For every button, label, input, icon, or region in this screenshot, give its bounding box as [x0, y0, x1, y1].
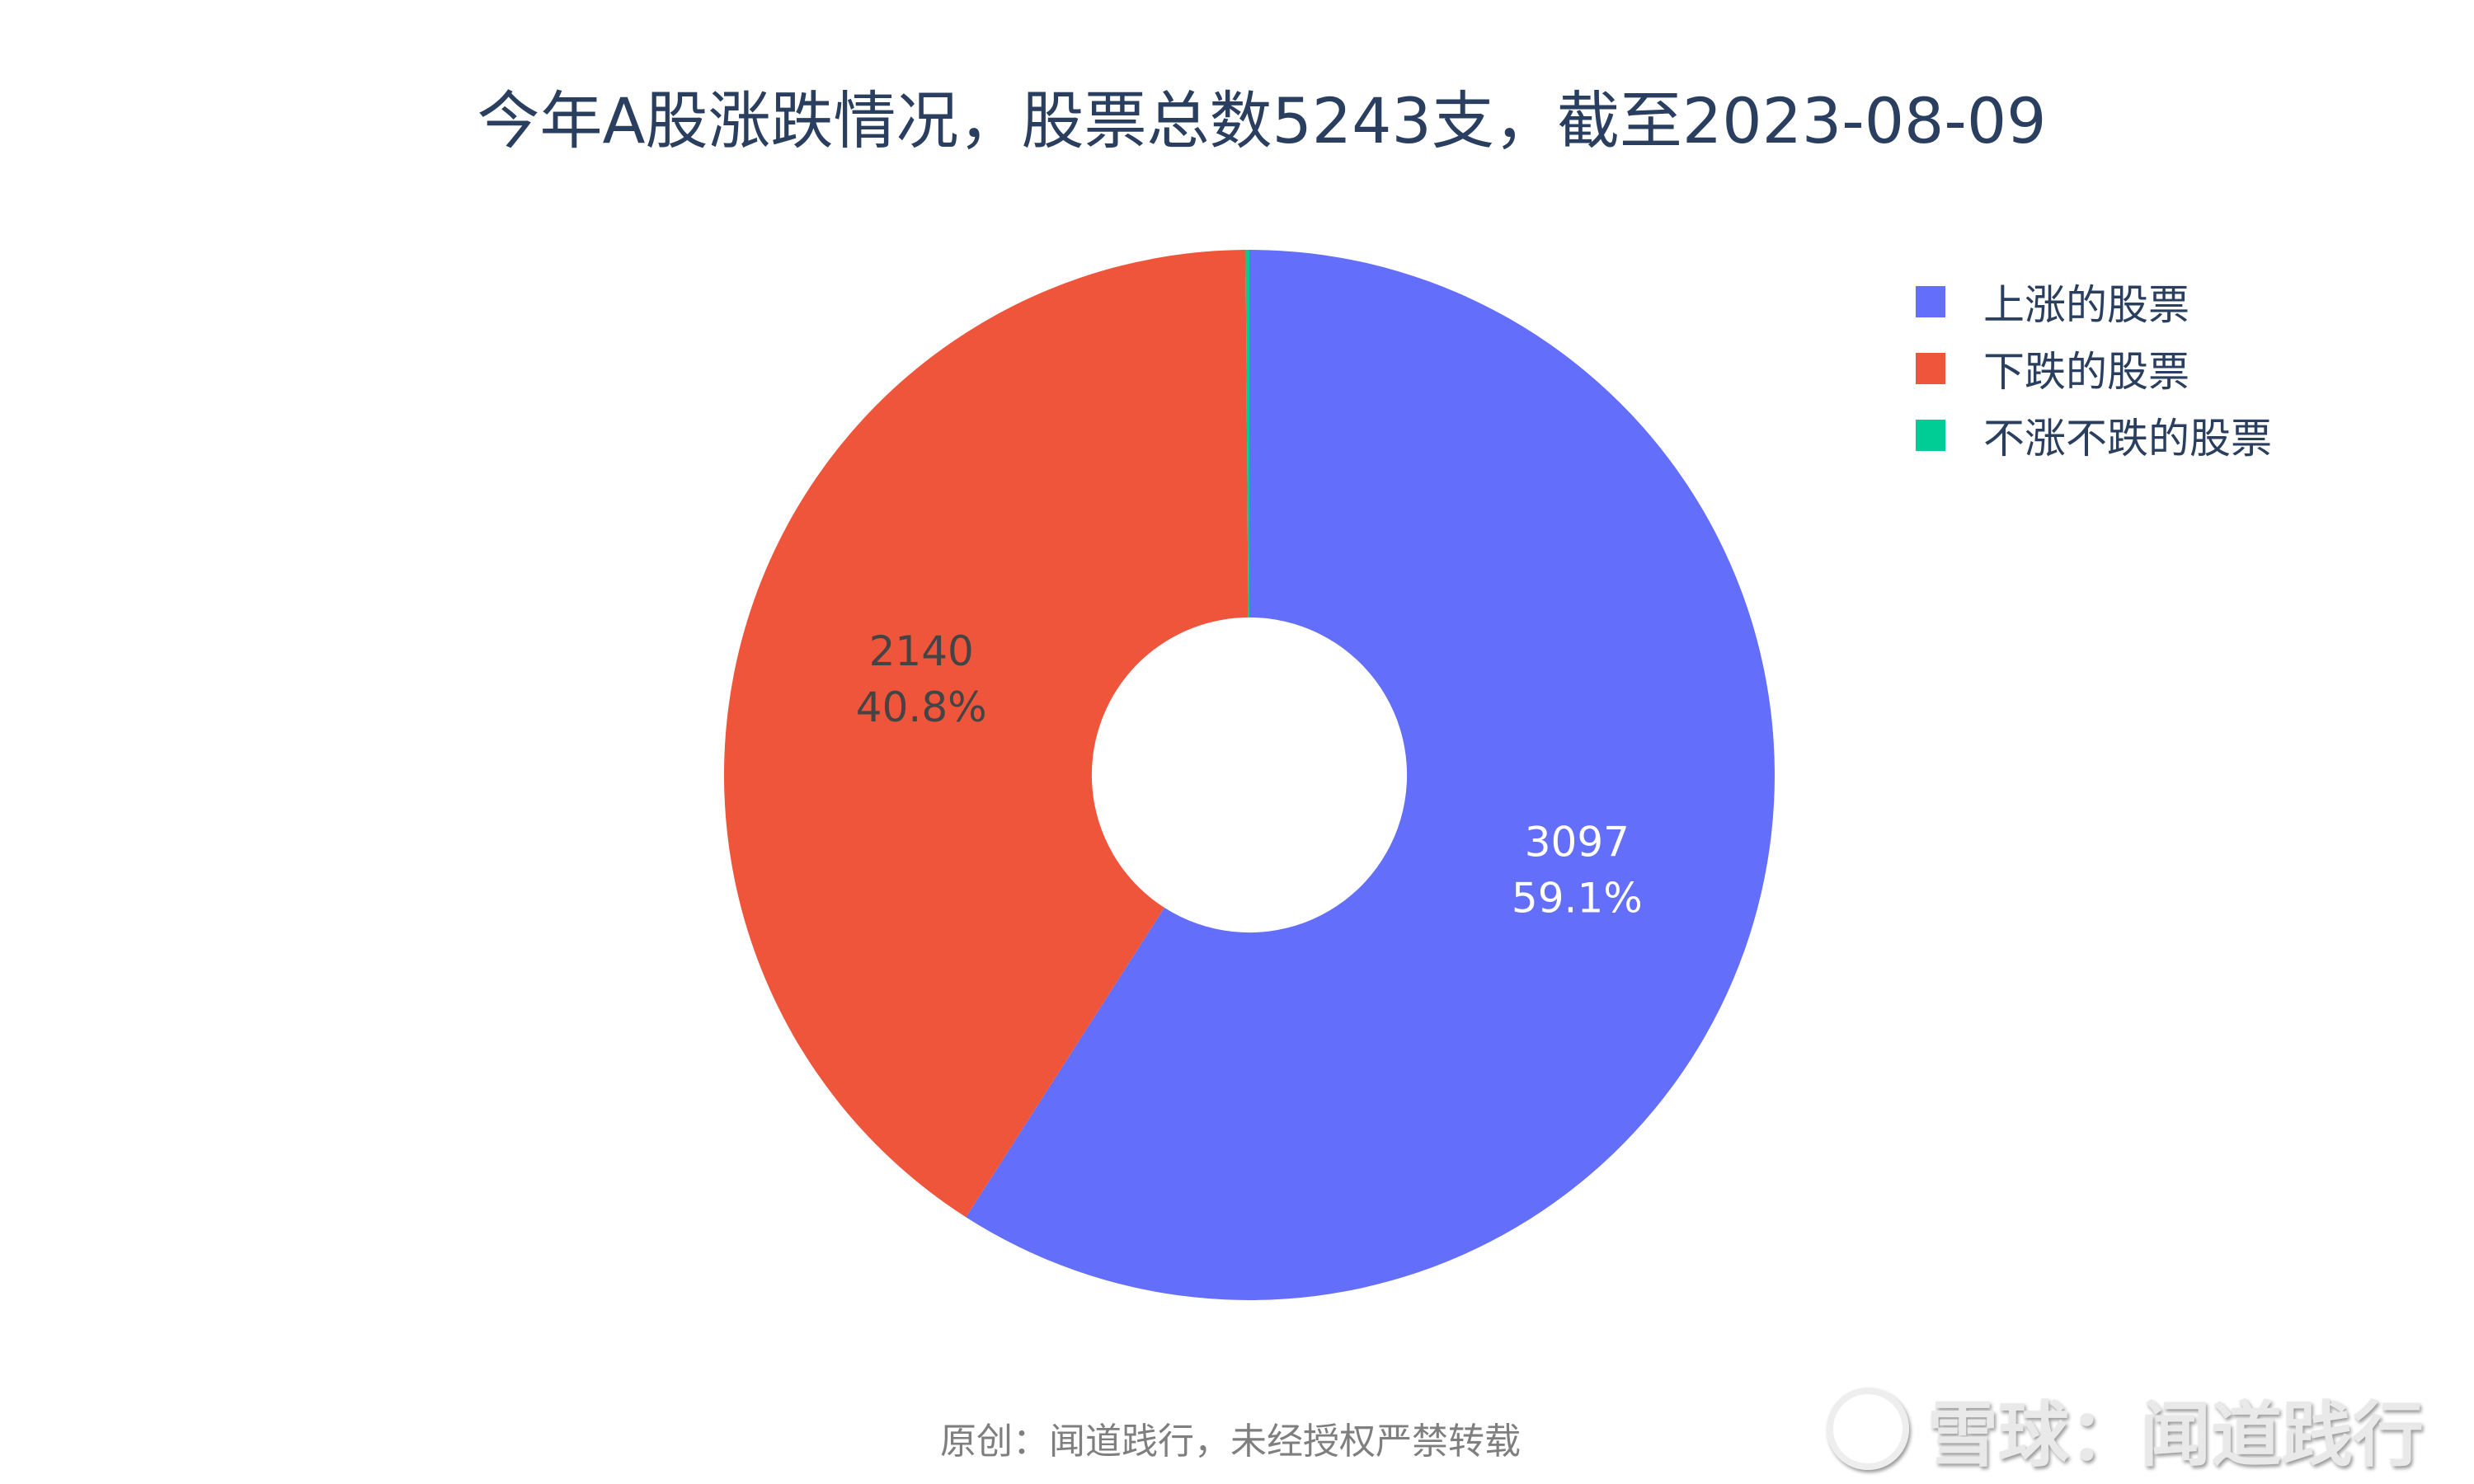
- slice-percent-label: 40.8%: [856, 683, 987, 731]
- slice-percent-label: 59.1%: [1512, 874, 1643, 922]
- legend-item-up[interactable]: 上涨的股票: [1916, 268, 2272, 335]
- xueqiu-logo-icon: [1827, 1387, 1909, 1470]
- legend-swatch: [1916, 285, 1945, 317]
- legend-label: 不涨不跌的股票: [1983, 414, 2272, 463]
- pie-slice-2[interactable]: [1245, 250, 1249, 618]
- legend-item-flat[interactable]: 不涨不跌的股票: [1916, 402, 2272, 468]
- legend-swatch: [1916, 352, 1945, 384]
- legend-item-down[interactable]: 下跌的股票: [1916, 335, 2272, 402]
- legend-label: 上涨的股票: [1983, 280, 2189, 329]
- watermark: 雪球：闻道践行: [1827, 1377, 2424, 1480]
- legend: 上涨的股票 下跌的股票 不涨不跌的股票: [1916, 268, 2272, 468]
- slice-value-label: 2140: [869, 627, 974, 675]
- pie-slice-0[interactable]: [966, 250, 1775, 1300]
- legend-swatch: [1916, 419, 1945, 451]
- legend-label: 下跌的股票: [1983, 347, 2189, 396]
- watermark-text: 雪球：闻道践行: [1927, 1394, 2424, 1477]
- footer-note: 原创：闻道践行，未经授权严禁转载: [940, 1421, 1521, 1463]
- pie-slice-1[interactable]: [724, 250, 1249, 1218]
- chart-title: 今年A股涨跌情况，股票总数5243支，截至2023-08-09: [477, 84, 2047, 157]
- slice-value-label: 3097: [1525, 818, 1630, 866]
